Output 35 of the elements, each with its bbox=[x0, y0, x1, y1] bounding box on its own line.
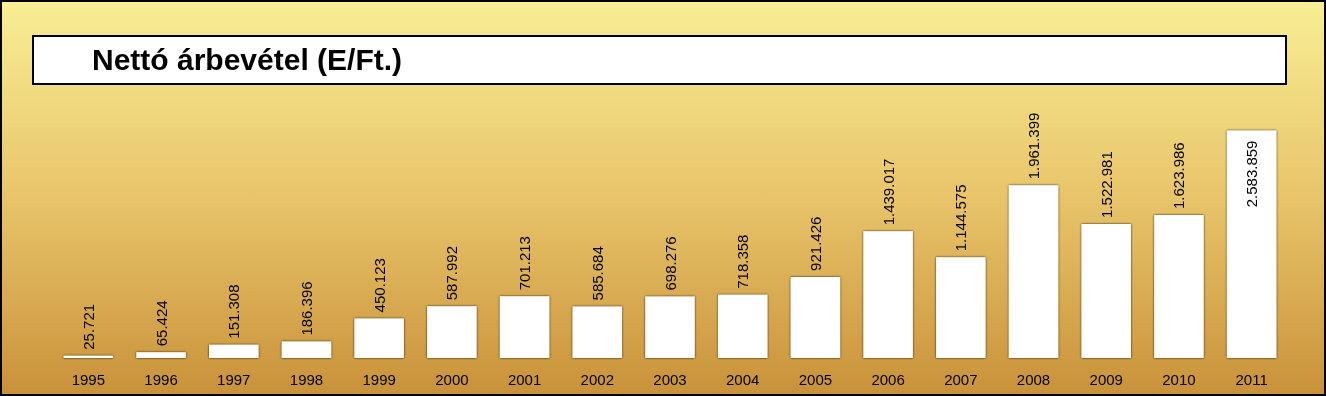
x-tick-label: 2001 bbox=[507, 371, 542, 388]
data-label: 701.213 bbox=[516, 236, 534, 291]
x-tick-label: 2007 bbox=[944, 371, 978, 388]
x-tick-label: 2010 bbox=[1162, 371, 1196, 388]
data-label: 585.684 bbox=[588, 246, 606, 301]
data-label: 450.123 bbox=[370, 258, 388, 313]
data-label: 1.144.575 bbox=[952, 184, 970, 252]
data-label: 718.358 bbox=[734, 234, 752, 289]
data-label: 1.439.017 bbox=[879, 158, 897, 226]
x-tick-label: 2006 bbox=[871, 371, 905, 388]
x-tick-label: 1996 bbox=[144, 371, 178, 388]
x-tick-label: 2011 bbox=[1235, 371, 1268, 388]
x-tick-label: 2009 bbox=[1089, 371, 1123, 388]
x-tick-label: 2003 bbox=[653, 371, 687, 388]
data-label: 698.276 bbox=[661, 236, 679, 291]
data-label: 25.721 bbox=[79, 303, 97, 350]
x-tick-label: 1995 bbox=[71, 371, 106, 388]
x-tick-label: 2005 bbox=[798, 371, 833, 388]
data-label: 2.583.859 bbox=[1243, 140, 1261, 208]
data-label: 1.522.981 bbox=[1097, 151, 1115, 218]
data-label: 587.992 bbox=[443, 246, 461, 301]
data-label: 65.424 bbox=[152, 300, 170, 347]
x-tick-label: 1997 bbox=[217, 371, 251, 388]
x-tick-label: 1998 bbox=[289, 371, 324, 388]
chart-title: Nettó árbevétel (E/Ft.) bbox=[32, 35, 1287, 85]
x-tick-label: 2002 bbox=[580, 371, 614, 388]
data-label: 921.426 bbox=[806, 216, 824, 271]
x-tick-label: 2004 bbox=[726, 371, 760, 388]
x-tick-label: 1999 bbox=[362, 371, 396, 388]
data-label: 1.961.399 bbox=[1025, 112, 1043, 180]
data-label: 151.308 bbox=[225, 284, 243, 339]
data-label: 1.623.986 bbox=[1170, 142, 1188, 210]
x-tick-label: 2008 bbox=[1016, 371, 1051, 388]
data-label: 186.396 bbox=[297, 281, 315, 336]
x-tick-label: 2000 bbox=[435, 371, 469, 388]
